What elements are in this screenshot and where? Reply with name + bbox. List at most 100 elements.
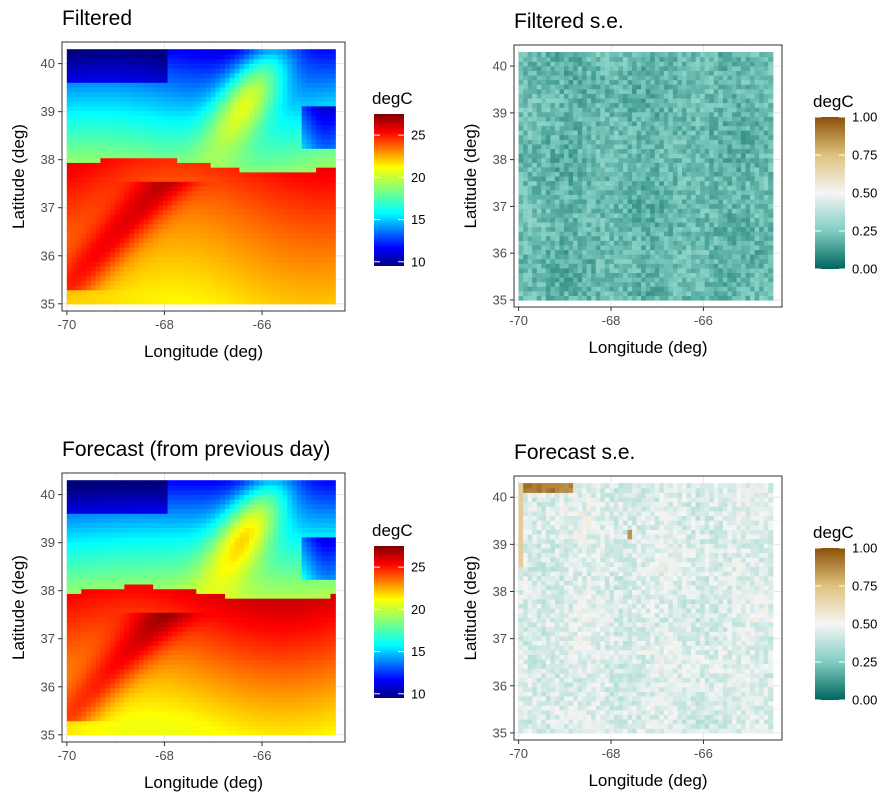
legend-tick-label: 15 <box>411 212 425 227</box>
heatmap-cell <box>248 266 255 272</box>
heatmap-cell <box>668 79 674 85</box>
heatmap-cell <box>627 166 633 173</box>
heatmap-cell <box>292 251 298 258</box>
heatmap-cell <box>668 74 674 81</box>
heatmap-cell <box>672 116 679 122</box>
heatmap-cell <box>600 52 606 58</box>
heatmap-cell <box>545 70 551 76</box>
heatmap-cell <box>564 189 570 195</box>
heatmap-cell <box>148 58 154 64</box>
heatmap-cell <box>210 266 217 272</box>
heatmap-cell <box>191 275 197 281</box>
heatmap-cell <box>636 254 642 260</box>
heatmap-cell <box>523 84 529 90</box>
heatmap-cell <box>604 171 610 177</box>
heatmap-cell <box>86 195 92 201</box>
heatmap-cell <box>554 79 561 85</box>
heatmap-cell <box>186 72 193 79</box>
heatmap-cell <box>568 263 574 269</box>
heatmap-cell <box>66 96 73 102</box>
heatmap-cell <box>659 111 665 117</box>
heatmap-cell <box>311 124 317 130</box>
heatmap-cell <box>210 82 217 88</box>
heatmap-cell <box>162 110 169 116</box>
heatmap-cell <box>672 52 679 58</box>
heatmap-cell <box>573 286 579 292</box>
heatmap-cell <box>205 162 212 168</box>
heatmap-cell <box>71 53 78 60</box>
heatmap-cell <box>527 148 533 154</box>
heatmap-cell <box>191 152 197 159</box>
heatmap-cell <box>153 152 159 159</box>
heatmap-cell <box>186 294 193 300</box>
heatmap-cell <box>527 134 533 140</box>
heatmap-cell <box>66 204 73 211</box>
heatmap-cell <box>545 277 551 283</box>
heatmap-cell <box>196 223 202 229</box>
heatmap-cell <box>138 233 145 239</box>
heatmap-cell <box>668 189 674 195</box>
heatmap-cell <box>215 115 221 121</box>
heatmap-cell <box>577 139 583 145</box>
heatmap-cell <box>138 204 145 211</box>
heatmap-cell <box>143 251 149 258</box>
heatmap-cell <box>306 58 312 64</box>
heatmap-cell <box>527 120 533 127</box>
heatmap-cell <box>595 166 601 173</box>
heatmap-cell <box>330 72 336 79</box>
heatmap-cell <box>129 190 135 196</box>
heatmap-cell <box>568 254 574 260</box>
heatmap-cell <box>177 176 183 182</box>
heatmap-cell <box>248 261 255 267</box>
heatmap-cell <box>641 217 647 223</box>
heatmap-cell <box>268 251 274 258</box>
heatmap-cell <box>234 157 240 163</box>
heatmap-cell <box>210 242 217 248</box>
heatmap-cell <box>623 281 629 287</box>
heatmap-cell <box>95 68 102 74</box>
heatmap-cell <box>623 93 629 99</box>
heatmap-cell <box>623 70 629 76</box>
heatmap-cell <box>311 134 317 140</box>
heatmap-cell <box>577 217 583 223</box>
heatmap-cell <box>316 157 322 163</box>
heatmap-cell <box>645 107 651 113</box>
heatmap-cell <box>215 77 221 83</box>
heatmap-cell <box>659 194 665 200</box>
heatmap-cell <box>564 208 570 214</box>
heatmap-cell <box>220 247 226 253</box>
heatmap-cell <box>95 266 102 272</box>
heatmap-cell <box>157 289 164 295</box>
heatmap-cell <box>133 284 140 291</box>
heatmap-cell <box>210 68 217 74</box>
heatmap-cell <box>636 226 642 232</box>
heatmap-cell <box>641 171 647 177</box>
heatmap-cell <box>162 129 169 135</box>
heatmap-cell <box>81 218 87 225</box>
heatmap-cell <box>210 63 217 69</box>
heatmap-cell <box>618 107 624 113</box>
heatmap-cell <box>301 275 308 281</box>
heatmap-cell <box>90 53 97 60</box>
heatmap-cell <box>672 295 679 301</box>
heatmap-cell <box>559 180 565 186</box>
heatmap-cell <box>105 129 111 135</box>
heatmap-cell <box>627 272 633 278</box>
heatmap-cell <box>654 277 660 283</box>
heatmap-cell <box>157 270 164 277</box>
heatmap-cell <box>201 200 207 206</box>
heatmap-cell <box>191 129 197 135</box>
heatmap-cell <box>124 294 130 300</box>
heatmap-cell <box>618 143 624 150</box>
heatmap-cell <box>595 286 601 292</box>
heatmap-cell <box>196 58 202 64</box>
heatmap-cell <box>124 200 130 206</box>
heatmap-cell <box>582 208 588 214</box>
heatmap-cell <box>148 261 154 267</box>
heatmap-cell <box>191 105 197 112</box>
heatmap-cell <box>181 247 188 253</box>
heatmap-cell <box>659 97 665 104</box>
heatmap-cell <box>573 180 579 186</box>
heatmap-cell <box>196 247 202 253</box>
heatmap-cell <box>672 185 679 191</box>
